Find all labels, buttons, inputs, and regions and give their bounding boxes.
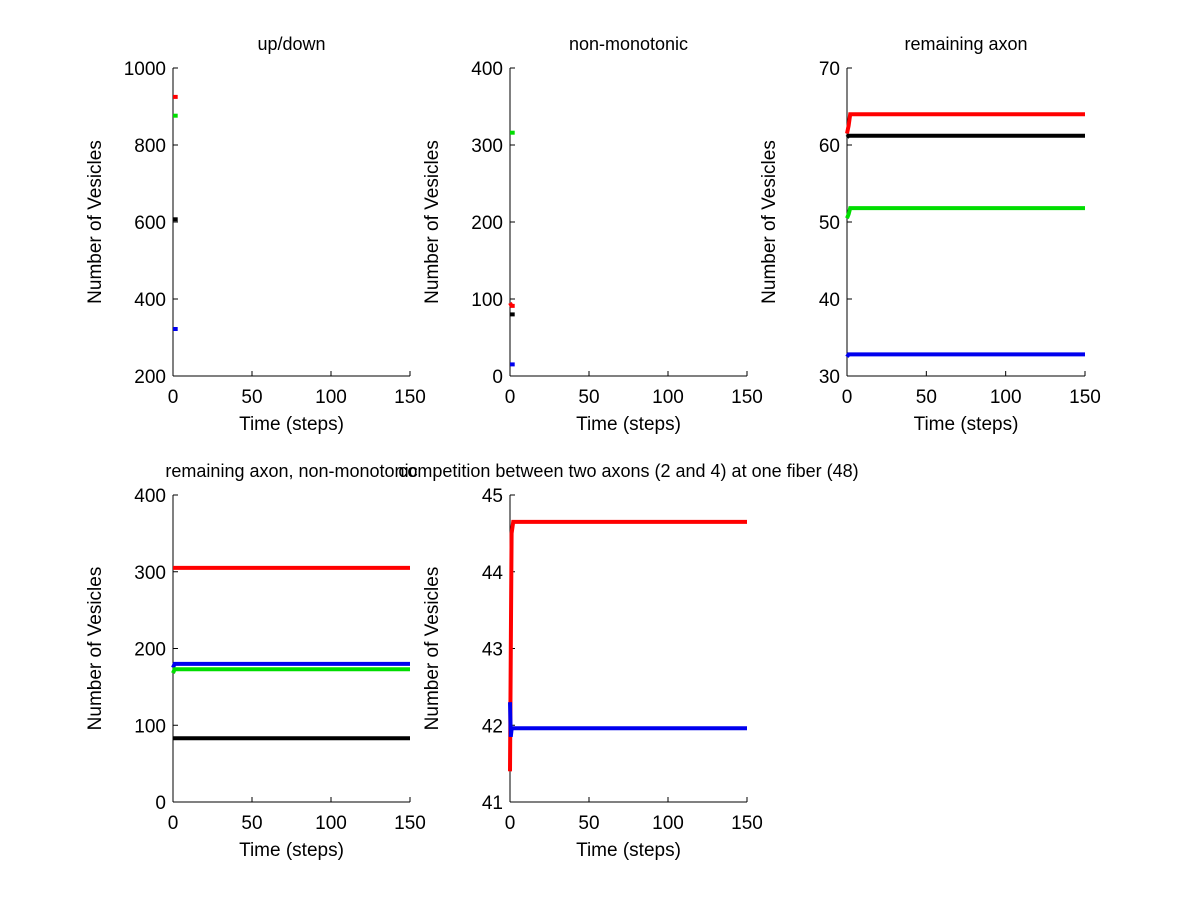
subplot-1: up/down 200 400 600 800 1000 0 50 100 150 Time (st… <box>85 34 426 435</box>
x-axis-label: Time (steps) <box>239 840 344 861</box>
series-line-green <box>845 206 1085 219</box>
y-tick-label: 0 <box>492 367 503 388</box>
y-axis-label: Number of Vesicles <box>422 140 443 304</box>
y-tick-label: 30 <box>819 367 840 388</box>
y-tick-label: 200 <box>471 213 503 234</box>
x-axis-label: Time (steps) <box>239 414 344 435</box>
x-tick-label: 0 <box>168 813 179 834</box>
y-tick-label: 50 <box>819 213 840 234</box>
y-axis-label: Number of Vesicles <box>85 140 106 304</box>
x-tick-label: 100 <box>652 813 684 834</box>
series-line-red <box>845 112 1085 134</box>
y-tick-label: 100 <box>134 716 166 737</box>
x-tick-label: 0 <box>168 387 179 408</box>
x-tick-label: 150 <box>1069 387 1101 408</box>
y-tick-label: 800 <box>134 136 166 157</box>
subplot-5: competition between two axons (2 and 4) … <box>398 461 858 861</box>
y-tick-label: 200 <box>134 367 166 388</box>
x-axis-label: Time (steps) <box>576 840 681 861</box>
x-tick-label: 150 <box>394 813 426 834</box>
y-tick-label: 400 <box>134 486 166 507</box>
x-tick-label: 0 <box>842 387 853 408</box>
plot-title: competition between two axons (2 and 4) … <box>398 461 858 481</box>
x-tick-label: 150 <box>731 813 763 834</box>
y-tick-label: 60 <box>819 136 840 157</box>
y-tick-label: 600 <box>134 213 166 234</box>
plot-title: remaining axon <box>904 34 1027 54</box>
x-axis-label: Time (steps) <box>914 414 1019 435</box>
x-tick-label: 150 <box>394 387 426 408</box>
y-tick-label: 42 <box>482 716 503 737</box>
series-line-blue <box>171 661 410 669</box>
y-tick-label: 200 <box>134 640 166 661</box>
y-tick-label: 1000 <box>124 59 166 80</box>
y-tick-label: 45 <box>482 486 503 507</box>
y-tick-label: 70 <box>819 59 840 80</box>
y-tick-label: 400 <box>134 290 166 311</box>
series-line-black <box>845 133 1085 139</box>
x-tick-label: 50 <box>241 387 262 408</box>
y-axis-label: Number of Vesicles <box>759 140 780 304</box>
x-tick-label: 50 <box>916 387 937 408</box>
y-tick-label: 43 <box>482 640 503 661</box>
x-tick-label: 0 <box>505 387 516 408</box>
y-axis-label: Number of Vesicles <box>422 567 443 731</box>
x-tick-label: 50 <box>578 813 599 834</box>
plot-title: up/down <box>257 34 325 54</box>
subplot-3: remaining axon 30 40 50 60 70 0 50 100 150 Time (s… <box>759 34 1101 435</box>
x-tick-label: 50 <box>241 813 262 834</box>
y-tick-label: 41 <box>482 793 503 814</box>
x-tick-label: 100 <box>315 813 347 834</box>
plot-title: remaining axon, non-monotonic <box>165 461 417 481</box>
y-tick-label: 40 <box>819 290 840 311</box>
y-tick-label: 400 <box>471 59 503 80</box>
series-line-blue <box>508 702 747 738</box>
y-axis-label: Number of Vesicles <box>85 567 106 731</box>
subplot-2: non-monotonic 0 100 200 300 400 0 50 100 150 Time … <box>422 34 763 435</box>
x-tick-label: 100 <box>652 387 684 408</box>
x-tick-label: 150 <box>731 387 763 408</box>
x-tick-label: 100 <box>315 387 347 408</box>
series-line-red <box>508 301 515 308</box>
x-axis-label: Time (steps) <box>576 414 681 435</box>
x-tick-label: 0 <box>505 813 516 834</box>
y-tick-label: 44 <box>482 563 504 584</box>
y-tick-label: 300 <box>134 563 166 584</box>
series-line-red <box>508 519 747 772</box>
y-tick-label: 100 <box>471 290 503 311</box>
series-line-blue <box>845 352 1085 358</box>
x-tick-label: 50 <box>578 387 599 408</box>
y-tick-label: 0 <box>155 793 166 814</box>
x-tick-label: 100 <box>990 387 1022 408</box>
y-tick-label: 300 <box>471 136 503 157</box>
plot-title: non-monotonic <box>569 34 688 54</box>
subplot-4: remaining axon, non-monotonic 0 100 200 300 4… <box>85 461 426 861</box>
series-line-green <box>171 667 410 674</box>
